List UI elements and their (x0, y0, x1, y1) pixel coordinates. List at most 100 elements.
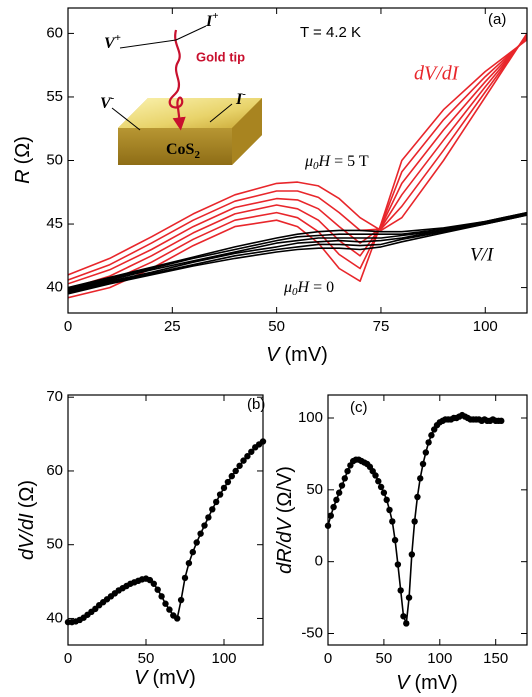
data-point (341, 475, 348, 482)
x-tick-label: 100 (427, 650, 452, 667)
data-point (162, 600, 169, 607)
data-point (166, 606, 173, 613)
data-point (213, 498, 220, 506)
data-point (391, 536, 399, 544)
data-point (422, 449, 430, 456)
annotation: dV/dI (414, 63, 460, 85)
inset: V+ I+ Gold tip V- I- CoS2 (100, 10, 262, 165)
data-point (220, 484, 228, 492)
annotation: T = 4.2 K (300, 24, 361, 41)
data-line (68, 36, 527, 290)
data-point (205, 514, 212, 521)
data-point (335, 489, 343, 496)
data-line (68, 214, 527, 295)
data-point (189, 548, 196, 556)
data-point (389, 518, 396, 525)
data-point (174, 615, 181, 622)
data-point (377, 483, 385, 491)
data-point (408, 551, 416, 558)
data-point (224, 478, 232, 486)
data-point (405, 594, 413, 601)
x-tick-label: 0 (64, 650, 72, 667)
data-line (68, 211, 527, 289)
data-point (185, 559, 193, 567)
x-tick-label: 25 (164, 318, 181, 335)
x-tick-label: 0 (64, 318, 72, 335)
data-point (177, 596, 185, 604)
y-tick-label: 60 (46, 462, 63, 479)
y-axis-label: dV/dI(Ω) (16, 480, 38, 560)
data-line (68, 32, 527, 276)
data-point (330, 503, 337, 511)
data-line (68, 34, 527, 281)
annotation: μ0H = 5 T (304, 153, 369, 172)
data-point (411, 518, 418, 525)
inset-label: Gold tip (196, 49, 245, 64)
data-point (201, 522, 208, 529)
y-axis-label: R(Ω) (12, 136, 34, 184)
data-line (68, 213, 527, 293)
data-point (154, 586, 161, 593)
sample-top (118, 98, 262, 128)
data-point (383, 496, 390, 504)
lead (119, 39, 177, 49)
x-tick-label: 50 (268, 318, 285, 335)
data-point (181, 574, 189, 582)
panel: 0 25 50 75 100 40 45 50 55 60 (46, 7, 528, 335)
gold-tip (168, 29, 186, 131)
x-tick-label: 50 (376, 650, 393, 667)
data-point (414, 493, 421, 501)
data-point (197, 530, 204, 537)
x-tick-label: 150 (483, 650, 508, 667)
data-point (216, 491, 224, 498)
y-tick-label: 50 (46, 151, 63, 168)
data-point (417, 475, 424, 482)
data-point (158, 593, 165, 600)
data-point (419, 460, 427, 468)
plot-frame (67, 394, 264, 646)
y-tick-label: 45 (46, 215, 63, 232)
data-point (397, 587, 404, 594)
data-point (327, 512, 334, 519)
data-point (498, 417, 505, 425)
data-point (228, 472, 235, 480)
data-point (209, 506, 216, 513)
data-point (150, 580, 157, 587)
data-point (240, 457, 247, 464)
panel: 0 50 100 40 50 60 70 (46, 388, 267, 667)
y-tick-label: 40 (46, 609, 63, 626)
data-point (428, 432, 435, 439)
data-point (333, 496, 340, 504)
data-point (375, 478, 382, 485)
y-axis-label: dR/dV(Ω/V) (274, 466, 296, 574)
y-tick-label: -50 (301, 624, 323, 641)
plot-frame (327, 394, 528, 646)
sample-side (232, 98, 262, 165)
panel-label: (c) (350, 399, 368, 416)
x-axis-label: V (mV) (134, 667, 196, 689)
data-point (338, 482, 346, 489)
data-point (248, 448, 255, 455)
x-tick-label: 0 (324, 650, 332, 667)
data-point (425, 439, 432, 446)
data-point (394, 561, 402, 568)
y-tick-label: 50 (46, 536, 63, 553)
data-line (68, 214, 527, 294)
data-point (344, 467, 351, 475)
inset-label: I- (235, 88, 246, 108)
data-line (68, 213, 527, 291)
panel-label: (a) (488, 11, 506, 28)
y-tick-label: 60 (46, 24, 63, 41)
annotation: μ0H = 0 (283, 279, 334, 298)
x-axis-label: V (mV) (266, 344, 328, 366)
x-tick-label: 100 (473, 318, 498, 335)
inset-label: I+ (205, 10, 219, 30)
data-point (244, 453, 251, 460)
data-point (232, 467, 239, 475)
data-point (193, 539, 200, 546)
data-point (236, 462, 243, 469)
data-point (400, 613, 407, 620)
y-tick-label: 100 (298, 409, 323, 426)
